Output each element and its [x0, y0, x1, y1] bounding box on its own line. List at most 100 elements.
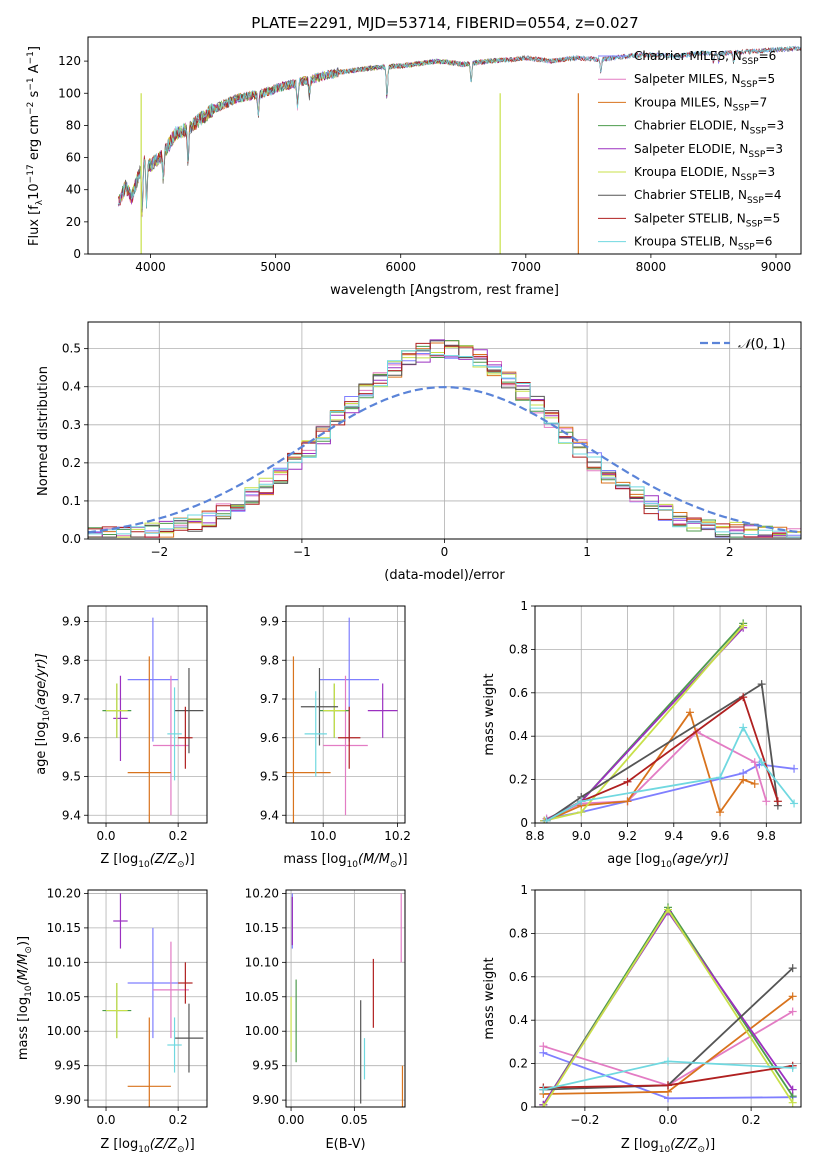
weight_vs_age-plot	[540, 619, 799, 823]
y-axis-label: mass [log10(M/M⊙)]	[16, 936, 34, 1060]
errorbar-point-6	[174, 668, 204, 754]
errorbar-point-8	[304, 691, 327, 777]
y-tick-label: 0.6	[509, 970, 528, 984]
weight_vs_Z-plot	[539, 903, 797, 1107]
mass_vs_Z-axes: 0.0 0.2 9.90 9.95 10.00 10.05 10.10 10.15 10.20 Z…	[16, 886, 208, 1155]
errorbar-point-6	[174, 1003, 204, 1073]
x-tick-label: 0.0	[96, 1113, 115, 1127]
y-axis-label: age [log10(age/yr)]	[34, 653, 52, 775]
legend-entry: Salpeter ELODIE, NSSP=3	[634, 142, 783, 160]
y-tick-label: 40	[66, 183, 81, 197]
y-tick-label: 80	[66, 118, 81, 132]
weight-line	[546, 682, 779, 822]
x-tick-label: 0.2	[742, 1113, 761, 1127]
y-tick-label: 9.95	[54, 1059, 81, 1073]
errorbar-point-1	[152, 941, 189, 1039]
y-tick-label: 0.5	[62, 342, 81, 356]
y-tick-label: 9.4	[260, 808, 279, 822]
x-tick-label: 7000	[511, 260, 542, 274]
y-tick-label: 9.90	[252, 1093, 279, 1107]
y-tick-label: 10.00	[245, 1024, 279, 1038]
x-tick-label: 1	[583, 545, 591, 559]
x-tick-label: 8000	[636, 260, 667, 274]
y-tick-label: 10.15	[245, 921, 279, 935]
legend-entry: Kroupa ELODIE, NSSP=3	[634, 165, 775, 183]
x-axis-label: (data-model)/error	[384, 568, 505, 583]
weight-series-8	[542, 723, 799, 823]
y-tick-label: 10.05	[245, 990, 279, 1004]
x-tick-label: 5000	[260, 260, 291, 274]
y-tick-label: 9.7	[62, 692, 81, 706]
residuals-axes: −2 −1 0 1 2 0.0 0.1 0.2 0.3 0.4 0.5 𝒩(0, 1) (data-mo…	[36, 321, 802, 583]
y-axis-label: Normed distribution	[36, 366, 51, 496]
y-tick-label: 10.20	[47, 886, 81, 900]
y-tick-label: 10.05	[47, 990, 81, 1004]
x-axis-label: wavelength [Angstrom, rest frame]	[330, 283, 559, 298]
errorbar-point-4	[113, 893, 128, 949]
y-tick-label: 9.95	[252, 1059, 279, 1073]
x-axis-label: Z [log10(Z/Z⊙)]	[100, 1137, 194, 1155]
errorbar-point-4	[367, 683, 398, 738]
x-axis-label: Z [log10(Z/Z⊙)]	[621, 1137, 715, 1155]
y-tick-label: 1	[520, 883, 528, 897]
errorbar-point-2	[127, 656, 171, 823]
x-axis-label: Z [log10(Z/Z⊙)]	[100, 852, 194, 870]
x-axis-label: E(B-V)	[325, 1137, 365, 1152]
y-tick-label: 9.8	[62, 653, 81, 667]
y-axis-label: mass weight	[482, 673, 497, 755]
y-tick-label: 10.15	[47, 921, 81, 935]
x-axis-label: age [log10(age/yr)]	[607, 852, 729, 870]
y-tick-label: 0.4	[62, 380, 81, 394]
y-axis-label: mass weight	[482, 957, 497, 1039]
y-tick-label: 9.7	[260, 692, 279, 706]
x-tick-label: −2	[150, 545, 168, 559]
spectrum-legend: Chabrier MILES, NSSP=6 Salpeter MILES, NS…	[598, 49, 784, 253]
errorbar-point-7	[178, 962, 193, 1004]
errorbar-point-5	[323, 683, 346, 738]
x-tick-label: −1	[293, 545, 311, 559]
errorbar-point-0	[127, 617, 179, 742]
axes-frame	[534, 605, 802, 824]
x-tick-label: 2	[726, 545, 734, 559]
axes-frame	[285, 605, 406, 824]
y-tick-label: 0.1	[62, 494, 81, 508]
weight-line	[546, 730, 768, 820]
y-tick-label: 0.4	[509, 729, 528, 743]
errorbar-point-0	[127, 927, 179, 1039]
x-tick-label: 10.0	[310, 829, 337, 843]
x-tick-label: 0	[441, 545, 449, 559]
y-tick-label: 9.5	[260, 770, 279, 784]
errorbar-point-7	[338, 706, 361, 769]
axes-frame	[87, 36, 802, 255]
y-tick-label: 0.8	[509, 926, 528, 940]
x-tick-label: 0.0	[658, 1113, 677, 1127]
residuals-plot	[88, 339, 801, 538]
weight-series-5	[540, 621, 748, 823]
weight-line	[546, 725, 795, 822]
weight-series-2	[539, 992, 797, 1098]
errorbar-point-8	[167, 687, 182, 781]
y-tick-label: 10.10	[245, 955, 279, 969]
legend-entry: Salpeter MILES, NSSP=5	[634, 72, 775, 90]
spectrum-line-1	[117, 54, 614, 213]
x-tick-label: 9.6	[710, 829, 729, 843]
mass_vs_ebv-axes: 0.00 0.05 9.90 9.95 10.00 10.05 10.10 10.15 10.2…	[245, 886, 406, 1152]
y-tick-label: 9.8	[260, 653, 279, 667]
age_vs_mass-axes: 10.0 10.2 9.4 9.5 9.6 9.7 9.8 9.9 mass [log10(M/…	[260, 605, 411, 870]
y-tick-label: 0.6	[509, 686, 528, 700]
errorbar-point-4	[113, 675, 128, 761]
y-tick-label: 9.6	[260, 731, 279, 745]
y-axis-label: Flux [fλ10−17 erg cm−2 s−1 A−1]	[26, 46, 45, 246]
weight-series-3	[540, 619, 748, 823]
y-tick-label: 0.2	[509, 773, 528, 787]
y-tick-label: 9.5	[62, 770, 81, 784]
x-tick-label: 9.4	[664, 829, 683, 843]
x-tick-label: 0.2	[169, 829, 188, 843]
weight-series-8	[539, 1057, 797, 1094]
figure-title: PLATE=2291, MJD=53714, FIBERID=0554, z=0…	[251, 14, 638, 32]
errorbar-point-7	[178, 706, 193, 769]
spectrum-plot	[117, 45, 801, 254]
weight_vs_age-axes: 8.8 9.0 9.2 9.4 9.6 9.8 0 0.2 0.4 0.6 0.8 1 mass wei…	[482, 599, 802, 870]
y-tick-label: 120	[58, 54, 81, 68]
